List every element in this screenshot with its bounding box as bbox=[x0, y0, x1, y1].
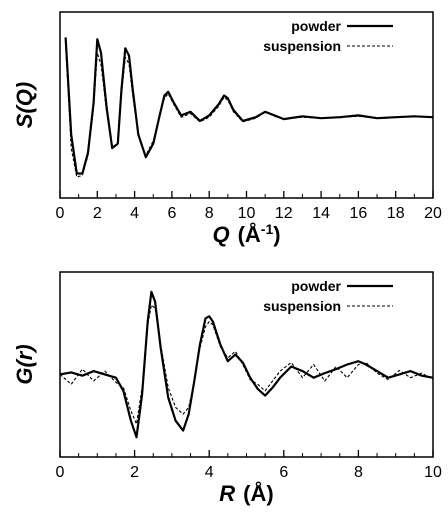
x-tick-label: 0 bbox=[56, 464, 65, 481]
x-tick-label: 4 bbox=[130, 205, 139, 222]
x-tick-label: 8 bbox=[354, 464, 363, 481]
x-tick-label: 8 bbox=[205, 205, 214, 222]
x-tick-label: 0 bbox=[56, 205, 65, 222]
legend-label-powder: powder bbox=[291, 278, 341, 294]
bottom-panel-g-of-r: 0 2 4 6 8 10 G(r) R (Å) powder suspension bbox=[12, 271, 442, 506]
x-tick-label: 2 bbox=[130, 464, 139, 481]
plot-frame bbox=[59, 11, 434, 199]
legend-label-powder: powder bbox=[291, 18, 341, 34]
x-tick-label: 10 bbox=[424, 464, 442, 481]
x-tick-label: 12 bbox=[275, 205, 293, 222]
x-axis-unit: (Å bbox=[238, 221, 261, 247]
x-tick-label: 6 bbox=[279, 464, 288, 481]
x-axis-unit-exponent: -1 bbox=[261, 221, 274, 237]
plot-frame bbox=[59, 271, 434, 458]
x-tick-label: 10 bbox=[238, 205, 256, 222]
top-panel-s-of-q: 0 2 4 6 8 10 12 14 16 18 20 S(Q) Q (Å-1) powder suspens… bbox=[12, 11, 442, 247]
x-tick-label: 4 bbox=[205, 464, 214, 481]
plot-area bbox=[64, 37, 433, 178]
x-axis-unit-close: ) bbox=[273, 222, 280, 247]
series-line-powder bbox=[64, 37, 433, 175]
y-axis-title: S(Q) bbox=[12, 82, 37, 128]
legend-label-suspension: suspension bbox=[263, 38, 341, 54]
x-axis-unit: (Å) bbox=[243, 480, 274, 506]
x-tick-label: 16 bbox=[350, 205, 368, 222]
x-tick-label: 18 bbox=[387, 205, 405, 222]
x-axis-title: R (Å) bbox=[219, 480, 273, 506]
plot-area bbox=[60, 290, 433, 439]
series-line-suspension bbox=[60, 304, 433, 425]
series-line-suspension bbox=[65, 43, 433, 178]
y-axis-title: G(r) bbox=[12, 344, 37, 384]
series-line-powder bbox=[60, 290, 433, 439]
x-tick-label: 2 bbox=[93, 205, 102, 222]
x-axis-title: Q (Å-1) bbox=[212, 221, 280, 247]
x-tick-label: 6 bbox=[167, 205, 176, 222]
x-tick-label: 14 bbox=[312, 205, 330, 222]
legend-label-suspension: suspension bbox=[263, 298, 341, 314]
x-tick-label: 20 bbox=[424, 205, 442, 222]
x-axis-variable: R bbox=[219, 481, 235, 506]
x-axis-variable: Q bbox=[212, 222, 229, 247]
